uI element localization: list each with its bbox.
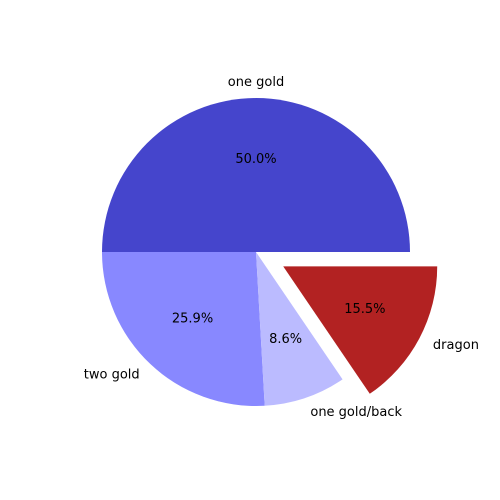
pie-slice-dragon: [283, 266, 438, 394]
slice-label: dragon: [433, 338, 479, 353]
pct-label: 8.6%: [269, 332, 302, 347]
slice-label: one gold/back: [310, 405, 402, 420]
pct-label: 50.0%: [235, 152, 276, 167]
pct-label: 25.9%: [172, 312, 213, 327]
pie-slice-one-gold: [102, 98, 410, 252]
pct-label: 15.5%: [344, 302, 385, 317]
pie-slice-one-gold-back: [256, 252, 343, 406]
slice-label: one gold: [228, 75, 284, 90]
pie-slice-two-gold: [102, 252, 265, 407]
slice-label: two gold: [84, 368, 140, 383]
